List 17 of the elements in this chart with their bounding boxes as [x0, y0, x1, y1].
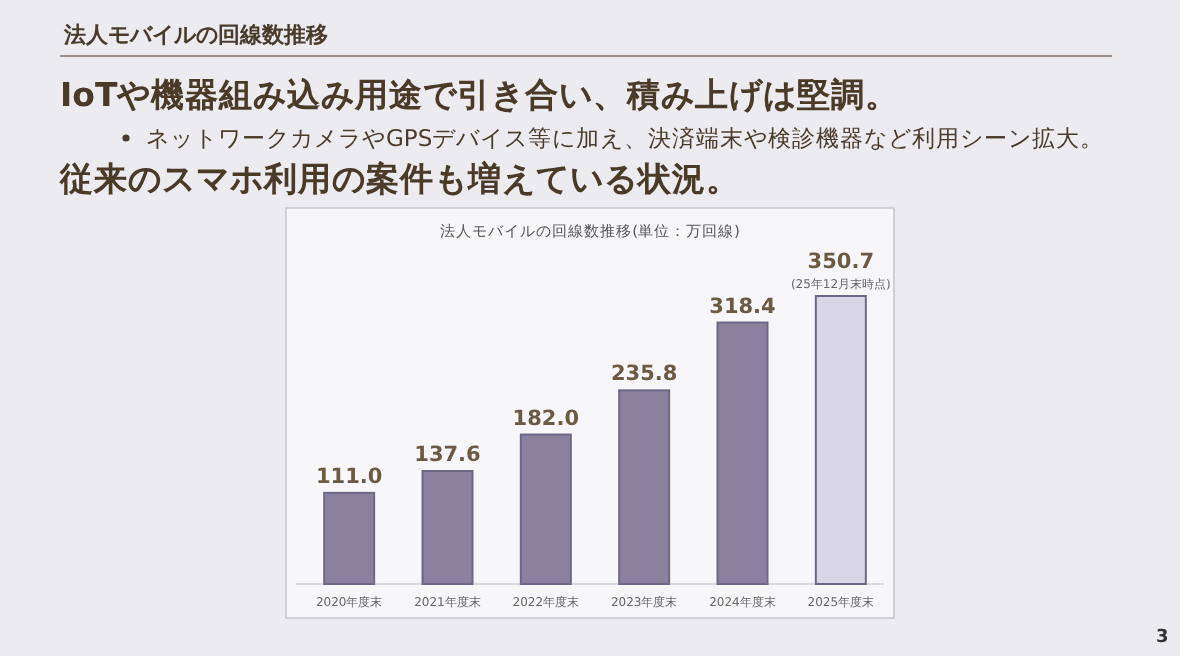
bar — [814, 295, 867, 585]
data-label: 350.7 — [807, 250, 875, 274]
text: 3 — [1156, 628, 1169, 648]
data-label: 235.8 — [610, 362, 678, 387]
chart-title: 法人モバイルの回線数推移 — [62, 22, 328, 48]
data-label: 111.0 — [315, 464, 383, 489]
data-label: 182.0 — [512, 406, 580, 431]
bar — [716, 321, 769, 585]
data-label: 318.4 — [709, 294, 776, 319]
chart-subtitle: IoTや機器組み込み用途で引き合い、積み上げは堅調。 — [60, 76, 900, 114]
bar — [519, 433, 572, 585]
text: 従来のスマホ利用の案件も増えている状況。 — [58, 158, 740, 198]
data-label: 137.6 — [414, 443, 481, 467]
text: ネットワークカメラやGPSデバイス等に加え、決済端末や検診機器など利用シーン拡大。 — [146, 124, 1105, 152]
bar — [421, 470, 474, 585]
bar — [323, 491, 376, 585]
bar — [618, 389, 671, 585]
